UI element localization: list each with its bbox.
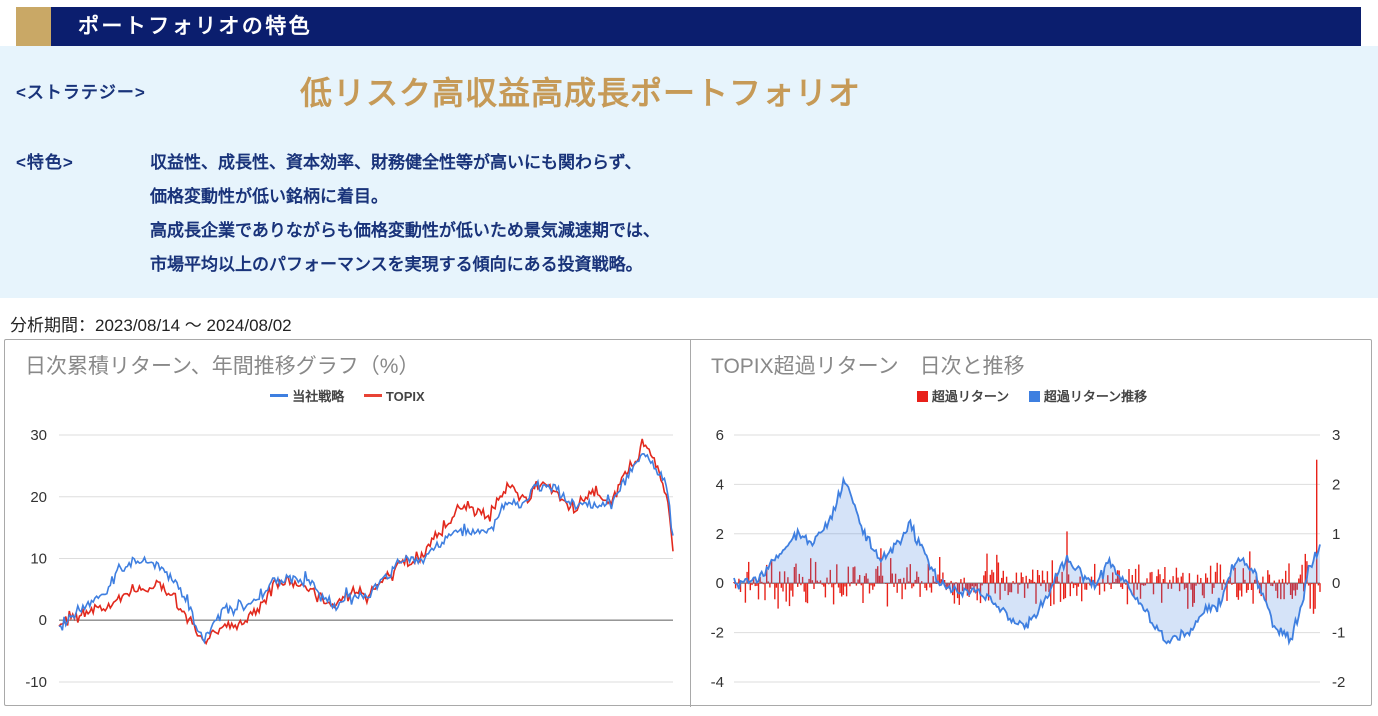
svg-text:0: 0 bbox=[716, 575, 724, 592]
svg-text:6: 6 bbox=[716, 427, 724, 444]
svg-text:-2: -2 bbox=[1332, 674, 1345, 691]
svg-text:-2: -2 bbox=[711, 625, 724, 642]
svg-text:-4: -4 bbox=[711, 674, 724, 691]
svg-text:20: 20 bbox=[30, 489, 47, 506]
svg-text:4: 4 bbox=[716, 476, 724, 493]
svg-text:3: 3 bbox=[1332, 427, 1340, 444]
svg-text:10: 10 bbox=[30, 551, 47, 568]
svg-text:2: 2 bbox=[716, 526, 724, 543]
svg-text:-1: -1 bbox=[1332, 625, 1345, 642]
svg-text:30: 30 bbox=[30, 427, 47, 444]
svg-text:0: 0 bbox=[1332, 575, 1340, 592]
svg-text:-10: -10 bbox=[25, 674, 47, 691]
svg-text:1: 1 bbox=[1332, 526, 1340, 543]
svg-text:2: 2 bbox=[1332, 476, 1340, 493]
svg-text:0: 0 bbox=[39, 612, 47, 629]
